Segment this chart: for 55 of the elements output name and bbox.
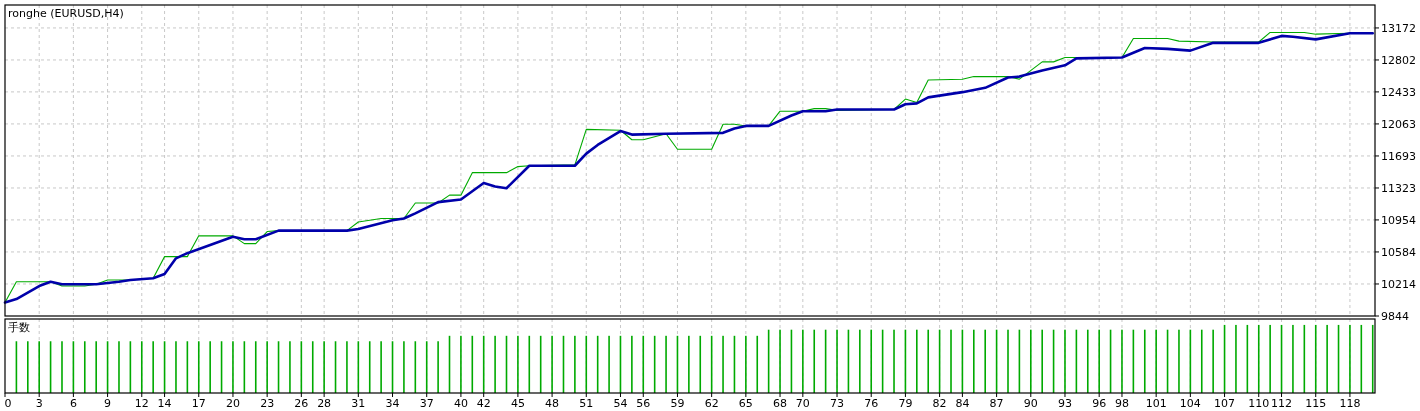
x-tick-label: 0 (4, 397, 12, 410)
x-tick-label: 12 (134, 397, 149, 410)
x-tick-label: 34 (385, 397, 400, 410)
x-tick-label: 87 (989, 397, 1004, 410)
x-tick-label: 40 (453, 397, 468, 410)
x-tick-label: 54 (613, 397, 628, 410)
y-tick-label: 12433 (1381, 85, 1416, 99)
x-tick-label: 90 (1023, 397, 1038, 410)
x-tick-label: 31 (351, 397, 366, 410)
x-tick-label: 76 (864, 397, 879, 410)
x-tick-label: 96 (1092, 397, 1107, 410)
y-tick-label: 9844 (1381, 310, 1409, 323)
y-tick-label: 12802 (1381, 53, 1416, 67)
x-tick-label: 59 (670, 397, 685, 410)
x-tick-label: 14 (157, 397, 172, 410)
chart-title: ronghe (EURUSD,H4) (8, 7, 124, 20)
x-tick-label: 62 (704, 397, 719, 410)
chart-title: 手数 (8, 321, 30, 334)
y-tick-label: 13172 (1381, 21, 1416, 35)
x-tick-label: 118 (1339, 397, 1361, 410)
x-tick-label: 110 (1248, 397, 1270, 410)
y-tick-label: 10954 (1381, 213, 1416, 227)
x-tick-label: 51 (579, 397, 594, 410)
y-tick-label: 12063 (1381, 117, 1416, 131)
x-tick-label: 17 (191, 397, 206, 410)
x-tick-label: 84 (955, 397, 970, 410)
x-tick-label: 101 (1145, 397, 1167, 410)
x-tick-label: 26 (294, 397, 309, 410)
x-tick-label: 93 (1057, 397, 1072, 410)
x-tick-label: 82 (932, 397, 947, 410)
y-tick-label: 11323 (1381, 181, 1416, 195)
x-tick-label: 3 (35, 397, 43, 410)
y-tick-label: 10584 (1381, 245, 1416, 259)
x-tick-label: 45 (510, 397, 525, 410)
x-tick-label: 104 (1179, 397, 1201, 410)
x-tick-label: 28 (317, 397, 332, 410)
x-tick-label: 65 (738, 397, 753, 410)
x-tick-label: 115 (1305, 397, 1327, 410)
x-tick-label: 107 (1214, 397, 1236, 410)
x-tick-label: 98 (1114, 397, 1129, 410)
x-tick-label: 48 (545, 397, 560, 410)
y-tick-label: 10214 (1381, 277, 1416, 291)
x-tick-label: 112 (1271, 397, 1293, 410)
x-tick-label: 70 (795, 397, 810, 410)
x-tick-label: 42 (476, 397, 491, 410)
y-tick-label: 11693 (1381, 149, 1416, 163)
x-tick-label: 6 (69, 397, 77, 410)
x-tick-label: 79 (898, 397, 913, 410)
x-tick-label: 73 (830, 397, 845, 410)
x-tick-label: 68 (773, 397, 788, 410)
x-tick-label: 9 (104, 397, 112, 410)
x-tick-label: 20 (225, 397, 240, 410)
x-tick-label: 56 (636, 397, 651, 410)
x-tick-label: 37 (419, 397, 434, 410)
x-tick-label: 23 (260, 397, 275, 410)
